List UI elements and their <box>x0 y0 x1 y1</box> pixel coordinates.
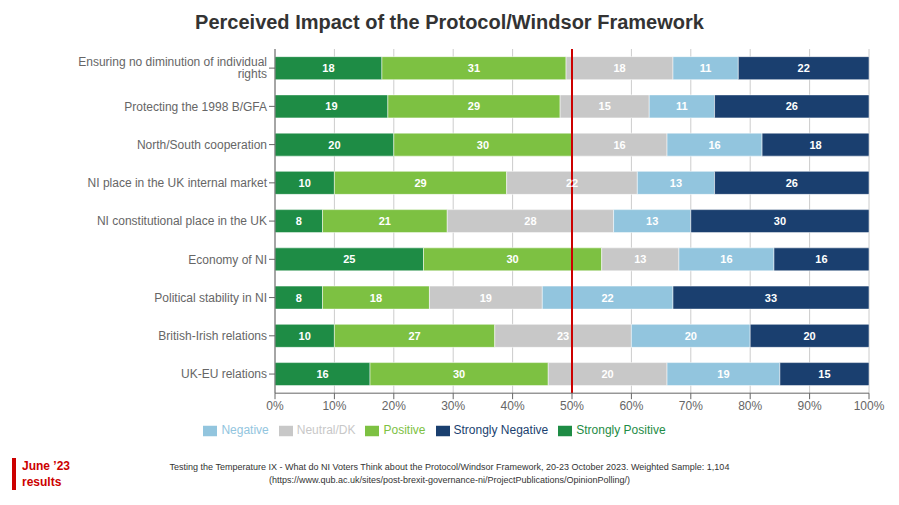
svg-text:0%: 0% <box>266 399 284 413</box>
html-text:June ’23: June ’23 <box>22 459 70 473</box>
svg-text:20: 20 <box>328 139 340 151</box>
svg-text:16: 16 <box>720 253 732 265</box>
svg-text:15: 15 <box>818 368 830 380</box>
svg-text:100%: 100% <box>854 399 885 413</box>
svg-text:28: 28 <box>524 215 536 227</box>
svg-text:13: 13 <box>670 177 682 189</box>
svg-text:11: 11 <box>700 62 712 74</box>
svg-text:30: 30 <box>453 368 465 380</box>
svg-text:15: 15 <box>599 100 611 112</box>
svg-text:30: 30 <box>477 139 489 151</box>
html-text:results: results <box>22 475 62 489</box>
svg-text:10: 10 <box>299 330 311 342</box>
svg-text:29: 29 <box>414 177 426 189</box>
svg-text:50%: 50% <box>560 399 584 413</box>
svg-text:20: 20 <box>685 330 697 342</box>
svg-text:29: 29 <box>468 100 480 112</box>
svg-text:11: 11 <box>676 100 688 112</box>
svg-text:21: 21 <box>379 215 391 227</box>
svg-text:18: 18 <box>322 62 334 74</box>
svg-text:13: 13 <box>634 253 646 265</box>
svg-text:16: 16 <box>708 139 720 151</box>
svg-text:26: 26 <box>786 100 798 112</box>
svg-text:80%: 80% <box>738 399 762 413</box>
svg-text:26: 26 <box>786 177 798 189</box>
svg-text:90%: 90% <box>798 399 822 413</box>
svg-text:NI place in the UK internal ma: NI place in the UK internal market <box>88 176 268 190</box>
svg-text:UK-EU relations: UK-EU relations <box>181 367 267 381</box>
svg-text:23: 23 <box>557 330 569 342</box>
svg-text:22: 22 <box>798 62 810 74</box>
svg-text:13: 13 <box>646 215 658 227</box>
svg-text:22: 22 <box>602 292 614 304</box>
svg-text:NI constitutional place in the: NI constitutional place in the UK <box>97 214 267 228</box>
html-text:Negative: Negative <box>221 423 269 438</box>
svg-text:31: 31 <box>468 62 480 74</box>
svg-text:Political stability in NI: Political stability in NI <box>154 291 267 305</box>
html-text:Positive: Positive <box>383 423 426 438</box>
svg-text:33: 33 <box>765 292 777 304</box>
svg-text:70%: 70% <box>679 399 703 413</box>
html-text:Strongly Positive: Strongly Positive <box>576 423 666 438</box>
svg-text:19: 19 <box>480 292 492 304</box>
html-text:Neutral/DK: Neutral/DK <box>296 423 356 438</box>
svg-text:60%: 60% <box>619 399 643 413</box>
svg-text:30: 30 <box>506 253 518 265</box>
html-text:(https://www.qub.ac.uk/sites/p: (https://www.qub.ac.uk/sites/post-brexit… <box>268 475 631 485</box>
html-text:Perceived Impact of the Protoc: Perceived Impact of the Protocol/Windsor… <box>195 11 704 33</box>
svg-text:25: 25 <box>343 253 355 265</box>
svg-text:16: 16 <box>316 368 328 380</box>
svg-text:British-Irish relations: British-Irish relations <box>158 329 267 343</box>
svg-text:27: 27 <box>408 330 420 342</box>
svg-text:18: 18 <box>809 139 821 151</box>
svg-text:8: 8 <box>296 215 302 227</box>
svg-text:19: 19 <box>325 100 337 112</box>
svg-text:16: 16 <box>815 253 827 265</box>
svg-text:Economy of NI: Economy of NI <box>188 253 267 267</box>
svg-text:19: 19 <box>717 368 729 380</box>
svg-text:20: 20 <box>803 330 815 342</box>
html-text:Strongly Negative: Strongly Negative <box>453 423 549 438</box>
svg-text:Ensuring no diminution of indi: Ensuring no diminution of individualrigh… <box>78 55 267 81</box>
svg-text:30%: 30% <box>441 399 465 413</box>
svg-text:22: 22 <box>566 177 578 189</box>
svg-text:16: 16 <box>613 139 625 151</box>
html-text:Testing the Temperature IX - W: Testing the Temperature IX - What do NI … <box>169 462 730 472</box>
svg-text:8: 8 <box>296 292 302 304</box>
svg-text:North/South cooperation: North/South cooperation <box>137 138 267 152</box>
svg-text:10: 10 <box>299 177 311 189</box>
svg-text:18: 18 <box>370 292 382 304</box>
svg-text:20%: 20% <box>382 399 406 413</box>
svg-text:30: 30 <box>774 215 786 227</box>
svg-text:Protecting the 1998 B/GFA: Protecting the 1998 B/GFA <box>124 100 267 114</box>
svg-text:10%: 10% <box>322 399 346 413</box>
svg-text:20: 20 <box>602 368 614 380</box>
svg-text:40%: 40% <box>501 399 525 413</box>
svg-text:18: 18 <box>613 62 625 74</box>
